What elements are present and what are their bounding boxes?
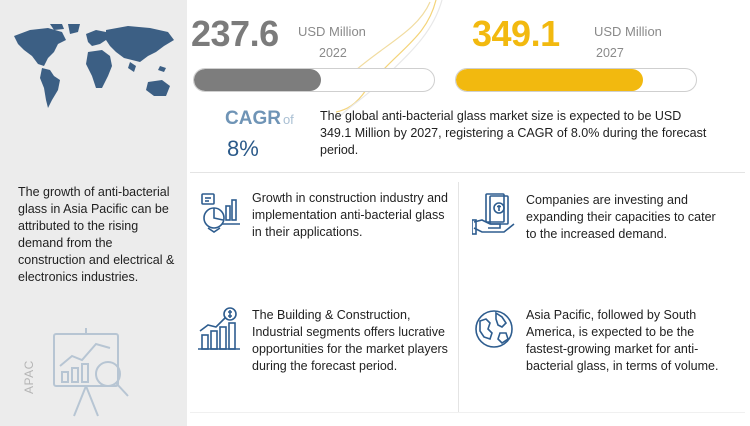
construction-chart-icon xyxy=(201,193,240,233)
key-point-text: Asia Pacific, followed by South America,… xyxy=(526,308,719,373)
left-panel: The growth of anti-bacterial glass in As… xyxy=(0,0,187,426)
globe-icon xyxy=(475,310,513,348)
cagr-block: CAGR of 8% xyxy=(225,108,294,161)
decorative-swirl-graphic xyxy=(336,0,443,119)
key-point-text: The Building & Construction, Industrial … xyxy=(252,308,448,373)
progress-fill-2027 xyxy=(456,69,644,91)
money-investment-icon xyxy=(472,193,515,235)
key-point-text: Growth in construction industry and impl… xyxy=(252,191,448,239)
column-divider xyxy=(458,182,459,412)
cagr-label: CAGR xyxy=(225,108,281,129)
region-label: APAC xyxy=(22,360,36,394)
section-divider xyxy=(190,172,745,173)
market-summary-text: The global anti-bacterial glass market s… xyxy=(320,109,707,157)
market-size-2022: 237.6 USD Million 2022 xyxy=(191,13,366,61)
progress-fill-2022 xyxy=(194,69,322,91)
market-value-2022: 237.6 xyxy=(191,13,279,54)
world-map-icon xyxy=(14,24,174,108)
growth-bar-chart-icon xyxy=(198,307,240,350)
market-unit-2022: USD Million xyxy=(298,24,366,39)
market-year-2022: 2022 xyxy=(319,46,347,60)
key-point-text: Companies are investing and expanding th… xyxy=(526,193,716,241)
market-year-2027: 2027 xyxy=(596,46,624,60)
bottom-divider xyxy=(190,412,745,413)
market-value-2027: 349.1 xyxy=(472,13,560,54)
progress-bar-2022 xyxy=(193,68,435,92)
progress-bar-2027 xyxy=(455,68,697,92)
market-size-2027: 349.1 USD Million 2027 xyxy=(472,13,662,61)
market-unit-2027: USD Million xyxy=(594,24,662,39)
cagr-of-label: of xyxy=(282,112,294,127)
apac-growth-text: The growth of anti-bacterial glass in As… xyxy=(18,185,175,284)
presentation-analytics-icon xyxy=(53,328,129,417)
cagr-value: 8% xyxy=(227,136,259,161)
